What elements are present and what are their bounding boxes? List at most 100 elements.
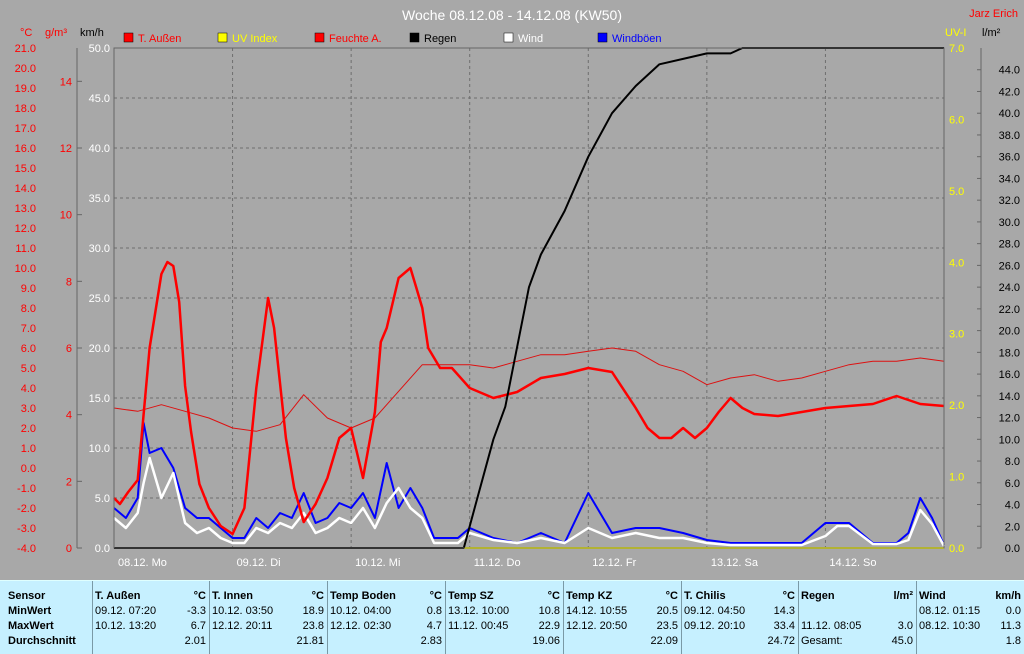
- legend-label: Feuchte A.: [329, 33, 382, 45]
- stats-max-time: 12.12. 02:30: [330, 620, 392, 632]
- stats-cell-row: T. Chilis °C: [684, 589, 798, 604]
- stats-cell-row: 12.12. 02:30 4.7: [330, 619, 445, 634]
- temp-tick-label: 8.0: [21, 303, 36, 315]
- stats-divider: [445, 581, 446, 654]
- rain-tick-label: 28.0: [999, 239, 1020, 251]
- day-tick-label: 12.12. Fr: [592, 557, 636, 569]
- stats-min-time: 09.12. 07:20: [95, 605, 157, 617]
- rain-tick-label: 16.0: [999, 369, 1020, 381]
- stats-table: Sensor MinWert MaxWert Durchschnitt T. Außen…: [0, 580, 1024, 654]
- temp-tick-label: 18.0: [15, 103, 36, 115]
- rain-tick-label: 40.0: [999, 108, 1020, 120]
- rain-tick-label: 22.0: [999, 304, 1020, 316]
- stats-cell-row: Wind km/h: [919, 589, 1024, 604]
- legend-swatch: [597, 32, 608, 43]
- series-wind-line: [113, 456, 946, 547]
- stats-min-time: 08.12. 01:15: [919, 605, 981, 617]
- stats-avg-label: Gesamt:: [801, 635, 843, 647]
- temp-tick-label: 7.0: [21, 323, 36, 335]
- stats-divider: [681, 581, 682, 654]
- temp-tick-label: 2.0: [21, 423, 36, 435]
- temp-tick-label: 10.0: [15, 263, 36, 275]
- temp-tick-label: 13.0: [15, 203, 36, 215]
- stats-avg-value: 1.8: [1005, 635, 1021, 647]
- stats-divider: [798, 581, 799, 654]
- temp-tick-label: 21.0: [15, 43, 36, 55]
- uv-tick-label: 3.0: [949, 329, 964, 341]
- legend-swatch: [409, 32, 420, 43]
- stats-column: Regen l/m² 11.12. 08:05 3.0 Gesamt: 45.0: [801, 581, 916, 654]
- stats-cell-row: 12.12. 20:50 23.5: [566, 619, 681, 634]
- stats-max-time: 11.12. 00:45: [448, 620, 509, 632]
- humidity-tick-label: 10: [60, 210, 72, 222]
- stats-cell-row: [801, 604, 916, 619]
- temp-tick-label: 4.0: [21, 383, 36, 395]
- stats-column-unit: °C: [311, 590, 324, 602]
- temp-tick-label: -1.0: [17, 483, 36, 495]
- stats-max-value: 11.3: [1000, 620, 1021, 632]
- wind-tick-label: 5.0: [95, 493, 110, 505]
- stats-row-labels: Sensor MinWert MaxWert Durchschnitt: [8, 581, 92, 654]
- stats-cell-row: 12.12. 20:11 23.8: [212, 619, 327, 634]
- temp-tick-label: 5.0: [21, 363, 36, 375]
- uv-tick-label: 0.0: [949, 543, 964, 555]
- stats-cell-row: Temp SZ °C: [448, 589, 563, 604]
- stats-column-title: Temp SZ: [448, 590, 494, 602]
- stats-cell-row: 11.12. 08:05 3.0: [801, 619, 916, 634]
- rain-tick-label: 8.0: [1005, 456, 1020, 468]
- legend-swatch: [314, 32, 325, 43]
- stats-cell-row: 09.12. 07:20 -3.3: [95, 604, 209, 619]
- day-tick-label: 09.12. Di: [237, 557, 281, 569]
- stats-max-time: 11.12. 08:05: [801, 620, 862, 632]
- stats-column-unit: km/h: [995, 590, 1021, 602]
- stats-column-title: T. Außen: [95, 590, 141, 602]
- rain-tick-label: 20.0: [999, 326, 1020, 338]
- stats-cell-row: 08.12. 01:15 0.0: [919, 604, 1024, 619]
- stats-min-value: 10.8: [538, 605, 560, 617]
- temp-tick-label: 15.0: [15, 163, 36, 175]
- stats-divider: [327, 581, 328, 654]
- humidity-tick-label: 0: [66, 543, 72, 555]
- rain-tick-label: 38.0: [999, 130, 1020, 142]
- rain-tick-label: 44.0: [999, 65, 1020, 77]
- stats-cell-row: Gesamt: 45.0: [801, 634, 916, 649]
- humidity-tick-label: 14: [60, 76, 72, 88]
- legend-swatch: [503, 32, 514, 43]
- rain-tick-label: 36.0: [999, 152, 1020, 164]
- stats-divider: [916, 581, 917, 654]
- rain-axis-unit: l/m²: [982, 27, 1001, 39]
- stats-min-value: 0.8: [426, 605, 442, 617]
- stats-row-label: MinWert: [8, 605, 52, 617]
- stats-column-unit: l/m²: [893, 590, 913, 602]
- stats-min-value: 20.5: [656, 605, 678, 617]
- stats-cell-row: Temp KZ °C: [566, 589, 681, 604]
- legend-label: T. Außen: [138, 33, 181, 45]
- legend-label: Wind: [518, 33, 543, 45]
- wind-tick-label: 20.0: [89, 343, 110, 355]
- stats-cell-row: 14.12. 10:55 20.5: [566, 604, 681, 619]
- uv-tick-label: 1.0: [949, 472, 964, 484]
- stats-min-value: 14.3: [773, 605, 795, 617]
- temp-tick-label: 12.0: [15, 223, 36, 235]
- plot-frame: [113, 47, 945, 549]
- stats-min-time: 14.12. 10:55: [566, 605, 628, 617]
- legend: T. Außen UV Index Feuchte A. Regen Wind Windb…: [123, 32, 662, 45]
- stats-divider: [92, 581, 93, 654]
- wind-tick-label: 0.0: [95, 543, 110, 555]
- stats-avg-value: 2.83: [420, 635, 442, 647]
- stats-avg-value: 45.0: [891, 635, 913, 647]
- stats-row-label: MaxWert: [8, 620, 54, 632]
- temp-tick-label: 14.0: [15, 183, 36, 195]
- stats-row-label: Durchschnitt: [8, 635, 76, 647]
- stats-min-time: 13.12. 10:00: [448, 605, 510, 617]
- stats-row-label: Sensor: [8, 590, 46, 602]
- stats-max-time: 08.12. 10:30: [919, 620, 981, 632]
- temp-tick-label: 9.0: [21, 283, 36, 295]
- stats-column-title: Temp KZ: [566, 590, 613, 602]
- wind-tick-label: 35.0: [89, 193, 110, 205]
- rain-tick-label: 2.0: [1005, 521, 1020, 533]
- humidity-tick-label: 8: [66, 276, 72, 288]
- stats-divider: [209, 581, 210, 654]
- stats-avg-value: 2.01: [184, 635, 206, 647]
- wind-tick-label: 40.0: [89, 143, 110, 155]
